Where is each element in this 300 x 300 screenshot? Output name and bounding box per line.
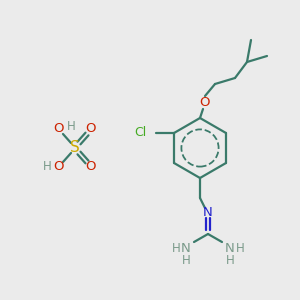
Text: H: H	[43, 160, 51, 173]
Text: O: O	[200, 95, 210, 109]
Text: S: S	[70, 140, 80, 155]
Text: O: O	[54, 122, 64, 136]
Text: H: H	[67, 119, 75, 133]
Text: H: H	[236, 242, 244, 256]
Text: H: H	[172, 242, 180, 256]
Text: Cl: Cl	[134, 127, 146, 140]
Text: N: N	[203, 206, 213, 218]
Text: O: O	[54, 160, 64, 173]
Text: H: H	[182, 254, 190, 266]
Text: N: N	[225, 242, 235, 254]
Text: N: N	[181, 242, 191, 254]
Text: O: O	[86, 160, 96, 173]
Text: O: O	[86, 122, 96, 136]
Text: H: H	[226, 254, 234, 266]
